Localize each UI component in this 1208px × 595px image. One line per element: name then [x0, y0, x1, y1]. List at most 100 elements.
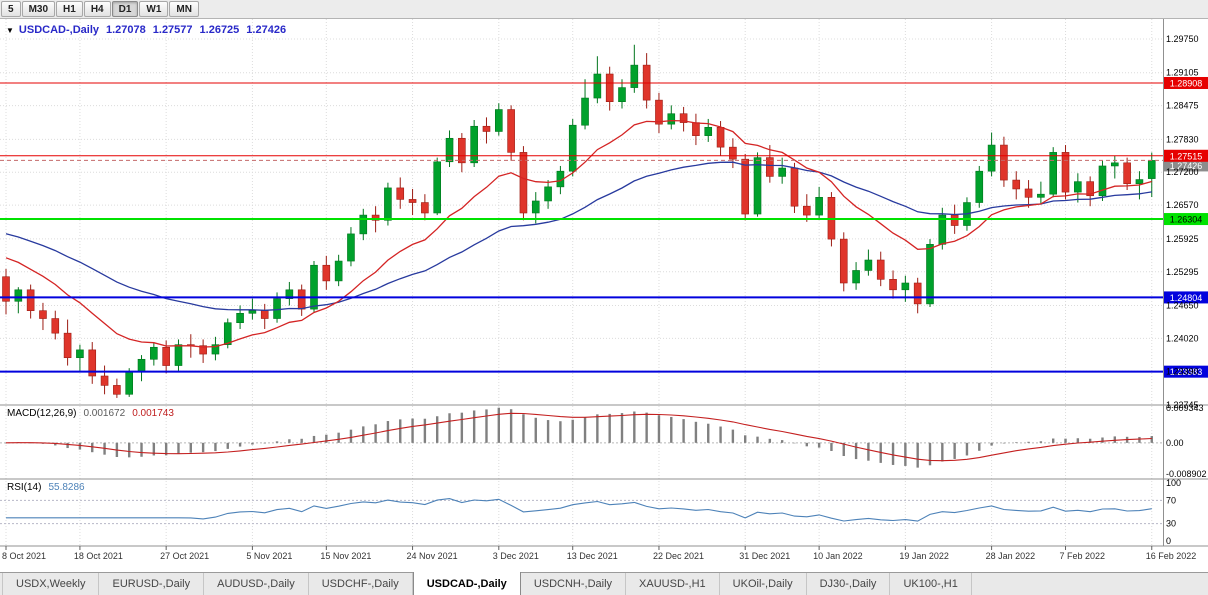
- candle-body: [199, 345, 207, 355]
- date-label: 8 Oct 2021: [2, 551, 46, 561]
- candle-body: [297, 289, 306, 310]
- date-label: 24 Nov 2021: [407, 551, 458, 561]
- tab-usdchf-daily[interactable]: USDCHF-,Daily: [309, 573, 413, 595]
- macd-histogram-bar: [386, 421, 390, 443]
- tab-usdcnh-daily[interactable]: USDCNH-,Daily: [521, 573, 627, 595]
- macd-histogram-bar: [177, 442, 180, 454]
- candle-body: [605, 73, 614, 102]
- candle-body: [88, 349, 97, 377]
- macd-histogram-bar: [497, 407, 500, 443]
- macd-histogram-bar: [534, 417, 537, 443]
- candle-body: [1123, 162, 1131, 185]
- macd-histogram-bar: [300, 438, 303, 443]
- candle-body: [76, 349, 84, 359]
- timeframe-button-d1[interactable]: D1: [111, 1, 139, 17]
- candle-body: [568, 124, 577, 172]
- timeframe-button-mn[interactable]: MN: [169, 1, 199, 17]
- price-tick-label: 1.24650: [1166, 300, 1199, 310]
- price-tick-label: 1.23390: [1166, 366, 1199, 376]
- price-tick-label: 1.28475: [1166, 101, 1199, 111]
- candle-body: [494, 109, 503, 132]
- current-price-badge-bg: [1164, 159, 1208, 172]
- tab-audusd-daily[interactable]: AUDUSD-,Daily: [204, 573, 309, 595]
- candle-body: [408, 199, 417, 203]
- macd-histogram-bar: [953, 442, 956, 459]
- candle-body: [852, 270, 860, 284]
- candle-body: [1061, 152, 1070, 193]
- candle-body: [113, 385, 121, 395]
- timeframe-button-h1[interactable]: H1: [56, 1, 83, 17]
- candle-body: [470, 125, 478, 164]
- candle-body: [1049, 152, 1057, 195]
- macd-histogram-bar: [965, 442, 969, 456]
- rsi-axis-label: 0: [1166, 536, 1171, 546]
- macd-histogram-bar: [1002, 442, 1006, 444]
- tab-usdcad-daily[interactable]: USDCAD-,Daily: [412, 572, 521, 595]
- macd-histogram-bar: [842, 442, 845, 457]
- candle-body: [26, 289, 35, 311]
- candle-body: [137, 358, 146, 373]
- timeframe-button-h4[interactable]: H4: [83, 1, 111, 17]
- macd-histogram-bar: [768, 438, 772, 443]
- macd-histogram-bar: [4, 442, 8, 444]
- rsi-line: [6, 498, 1152, 522]
- macd-histogram-bar: [140, 442, 143, 457]
- macd-histogram-bar: [509, 409, 513, 443]
- date-label: 13 Dec 2021: [567, 551, 618, 561]
- macd-histogram-bar: [596, 414, 599, 443]
- candle-body: [778, 167, 786, 177]
- candle-body: [753, 157, 762, 215]
- rsi-axis-label: 100: [1166, 478, 1181, 488]
- macd-histogram-bar: [608, 413, 611, 443]
- tab-xauusd-h1[interactable]: XAUUSD-,H1: [626, 573, 720, 595]
- macd-histogram-bar: [325, 434, 328, 443]
- candle-body: [987, 144, 996, 172]
- level-price-badge-bg: [1164, 76, 1208, 89]
- candle-body: [100, 375, 109, 386]
- candle-body: [334, 260, 343, 282]
- date-label: 5 Nov 2021: [246, 551, 292, 561]
- macd-histogram-bar: [978, 442, 981, 451]
- macd-histogram-bar: [657, 415, 661, 443]
- price-tick-label: 1.29105: [1166, 68, 1199, 78]
- date-label: 18 Oct 2021: [74, 551, 123, 561]
- macd-axis-max-label: 0.009343: [1166, 403, 1204, 413]
- candle-body: [901, 282, 910, 291]
- macd-histogram-bar: [312, 435, 316, 443]
- timeframe-button-m30[interactable]: M30: [21, 1, 56, 17]
- macd-histogram-bar: [571, 419, 574, 443]
- tab-usdx-weekly[interactable]: USDX,Weekly: [2, 573, 100, 595]
- candle-body: [421, 202, 429, 214]
- level-price-badge-bg: [1164, 149, 1208, 162]
- macd-histogram-bar: [374, 424, 377, 443]
- tab-dj30-daily[interactable]: DJ30-,Daily: [807, 573, 891, 595]
- tab-eurusd-daily[interactable]: EURUSD-,Daily: [99, 573, 205, 595]
- rsi-axis-label: 30: [1166, 519, 1176, 529]
- candle-body: [1000, 144, 1008, 181]
- candle-body: [1098, 165, 1107, 197]
- candle-body: [913, 282, 922, 305]
- timeframe-button-5[interactable]: 5: [1, 1, 21, 17]
- macd-histogram-bar: [214, 442, 217, 452]
- candle-body: [150, 346, 158, 360]
- price-chart[interactable]: 1.27426 1.28908 1.27515 1.26304 1.24804 1.233…: [0, 19, 1208, 572]
- macd-histogram-bar: [682, 419, 685, 443]
- tab-ukoil-daily[interactable]: UKOil-,Daily: [720, 573, 807, 595]
- macd-histogram-bar: [460, 412, 464, 443]
- candle-body: [14, 289, 23, 302]
- date-label: 28 Jan 2022: [986, 551, 1036, 561]
- macd-histogram-bar: [399, 419, 402, 443]
- candle-body: [125, 371, 133, 395]
- macd-histogram-bar: [1076, 438, 1080, 443]
- candle-body: [384, 187, 392, 221]
- macd-histogram-bar: [54, 442, 57, 446]
- tab-uk100-h1[interactable]: UK100-,H1: [890, 573, 972, 595]
- price-tick-label: 1.25925: [1166, 234, 1199, 244]
- candle-body: [1086, 181, 1094, 197]
- timeframe-button-w1[interactable]: W1: [139, 1, 169, 17]
- candle-body: [531, 200, 540, 214]
- macd-histogram-bar: [337, 432, 340, 443]
- candle-body: [211, 344, 220, 355]
- candle-body: [51, 318, 60, 334]
- macd-histogram-bar: [436, 416, 439, 443]
